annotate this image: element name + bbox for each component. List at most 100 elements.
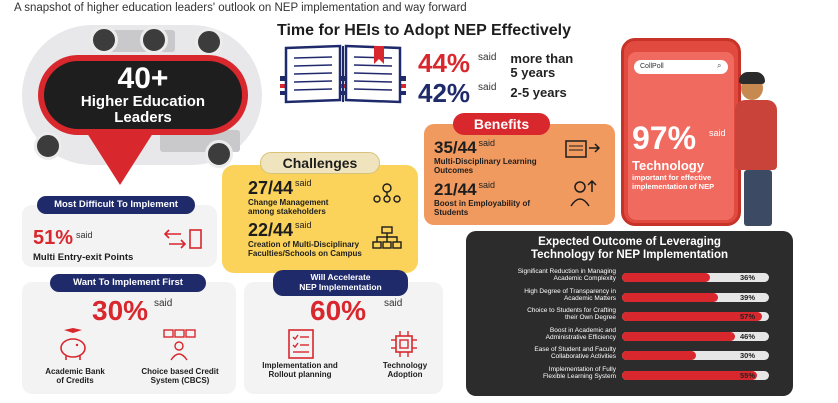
challenges-tag: Challenges [260,152,380,174]
said-label: said [295,178,312,188]
challenge-item: 22/44 said Creation of Multi-Disciplinary… [248,220,362,259]
outcome-label-line: Choice to Students for Crafting [527,307,616,314]
time-label-line: more than [510,51,574,66]
accelerate-tag: Will Accelerate NEP Implementation [273,270,408,296]
checklist-icon [288,329,314,359]
entry-exit-icon [163,229,202,249]
time-row: 42% said 2-5 years [418,78,567,109]
outcome-label: Ease of Student and Faculty Collaborative… [476,346,616,360]
phone-desc-line: implementation of NEP [632,181,715,191]
time-adopt-stats: 44% said more than 5 years 42% said 2-5 … [412,44,607,109]
phone-search-bar: CollPoll [634,60,728,74]
benefit-desc: Students [434,207,469,217]
outcome-bar [622,331,735,341]
said-label: said [478,138,496,148]
chip-icon [391,331,417,357]
hero-line-2: Leaders [114,109,172,126]
stakeholders-icon [373,183,401,203]
label-line: Choice based Credit [141,367,219,376]
time-label-line: 2-5 years [510,85,567,100]
benefits-tag: Benefits [453,113,550,135]
outcome-label-line: Flexible Learning System [543,372,616,380]
outcome-value: 39% [740,292,756,302]
outcome-bar [622,370,757,380]
person-icon [140,26,168,54]
benefit-desc: Boost in Employability of [434,199,531,208]
employability-icon [570,179,597,207]
outcome-bar [622,273,711,282]
rollout-label: Implementation and Rollout planning [250,361,350,380]
person-illustration [739,72,765,84]
accelerate-panel [244,282,443,394]
challenge-number: 22/44 [248,220,294,240]
outcome-value: 30% [740,351,756,360]
implement-first-panel [22,282,236,394]
outcome-label: High Degree of Transparency in Academic M… [476,288,616,302]
outcome-label-line: Academic Matters [563,294,616,302]
said-label: said [709,128,726,138]
challenge-desc: Faculties/Schools on Campus [248,248,362,258]
said-label: said [478,180,496,190]
outcome-value: 55% [740,370,756,380]
outcome-label-line: Implementation of Fully [548,365,616,373]
hero-pill-inner [44,61,242,129]
tag-line: Will Accelerate [310,272,371,282]
phone-title: Technology [632,158,704,173]
challenge-number: 27/44 [248,178,294,198]
title-line: Technology for NEP Implementation [530,249,728,262]
search-icon: ⌕ [717,61,722,70]
hero-line-1: Higher Education [80,92,206,110]
said-label: said [154,298,173,309]
piggy-bank-icon [60,328,86,360]
outcome-label-line: their Own Degree [565,314,616,322]
subtitle: A snapshot of higher education leaders' … [14,2,467,14]
time-label-line: 5 years [510,64,556,80]
said-label: said [384,298,403,309]
cbcs-icon [163,329,196,361]
benefit-number: 21/44 [434,180,477,199]
outcome-label: Implementation of Fully Flexible Learning… [476,366,616,380]
time-label: more than 5 years [510,52,573,79]
challenge-desc: Change Management [248,198,329,207]
outcome-label-line: Ease of Student and Faculty [534,346,616,353]
person-icon [90,26,118,54]
time-pct: 44% [418,48,471,78]
outcome-row: High Degree of Transparency in Academic M… [476,288,786,306]
time-label: 2-5 years [510,86,566,100]
outcome-bar-track [622,351,769,360]
open-book-icon [280,44,406,104]
label-line: Adoption [387,369,423,379]
person-icon [195,28,223,56]
person-illustration [735,100,777,170]
label-line: of Credits [56,375,94,385]
outcome-value: 57% [740,312,756,321]
outcome-label-line: High Degree of Transparency in [524,287,616,295]
phone-screen [628,52,734,220]
tech-adoption-label: Technology Adoption [360,361,450,380]
benefit-item: 35/44 said Multi-Disciplinary Learning Ou… [434,138,537,176]
outcome-label: Boost in Academic and Administrative Effi… [476,327,616,341]
implement-first-tag: Want To Implement First [50,274,206,292]
time-adopt-title: Time for HEIs to Adopt NEP Effectively [277,22,571,39]
label-line: System (CBCS) [150,375,210,385]
label-line: Technology [382,361,428,370]
outcome-label: Choice to Students for Crafting their Own… [476,307,616,321]
most-difficult-pct: 51% [33,227,74,249]
outcome-label-line: Significant Reduction in Managing [517,268,616,275]
label-line: Academic Bank [45,367,105,376]
challenge-item: 27/44 said Change Management among stakeh… [248,178,328,217]
challenge-desc: Creation of Multi-Disciplinary [248,240,360,249]
outcome-value: 36% [740,273,756,282]
outcome-label-line: Administrative Efficiency [545,333,616,341]
outcome-row: Implementation of Fully Flexible Learning… [476,366,786,384]
phone-desc-line: important for effective [632,173,712,182]
cbcs-label: Choice based Credit System (CBCS) [130,367,230,386]
implement-first-pct: 30% [92,295,149,326]
hero-number: 40+ [117,61,169,95]
said-label: said [478,82,497,93]
label-line: Implementation and [262,361,338,370]
most-difficult-desc: Multi Entry-exit Points [33,252,134,263]
outcome-bar [622,312,762,321]
title-line: Expected Outcome of Leveraging [538,236,721,248]
